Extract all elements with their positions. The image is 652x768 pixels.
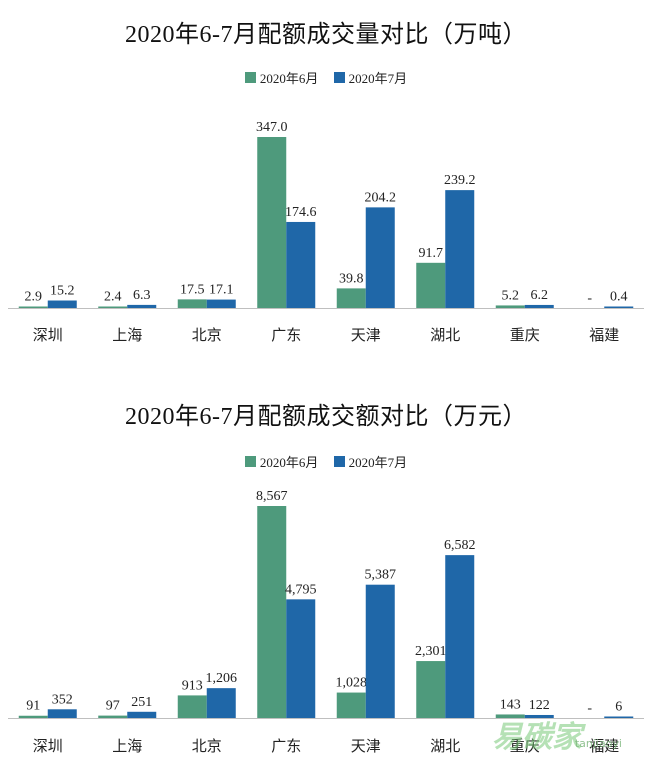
category-label-6: 重庆 [510,327,540,344]
data-label-july-2: 17.1 [209,283,234,298]
category-label-0: 深圳 [33,738,63,755]
data-label-june-2: 913 [182,678,203,693]
data-label-july-2: 1,206 [206,671,238,686]
legend-swatch-july [333,456,345,467]
data-label-july-3: 174.6 [285,205,317,220]
bar-june-0 [18,715,48,718]
data-label-july-0: 15.2 [50,284,75,299]
data-label-june-3: 347.0 [256,120,288,135]
data-label-july-4: 5,387 [365,568,397,583]
legend-label-june: 2020年6月 [259,71,319,86]
bar-july-4 [365,207,395,308]
data-label-july-1: 251 [131,695,152,710]
bar-july-3 [286,221,316,308]
bar-june-2 [177,299,207,308]
category-label-1: 上海 [112,327,142,344]
legend-label-june: 2020年6月 [259,455,319,470]
bar-june-1 [98,715,128,718]
data-label-june-5: 2,301 [415,644,447,659]
bar-july-5 [445,190,475,308]
data-label-june-0: 91 [26,699,40,714]
category-label-3: 广东 [271,327,301,344]
category-label-5: 湖北 [430,738,460,755]
data-label-july-6: 6.2 [531,288,549,303]
category-label-7: 福建 [589,327,619,344]
legend-swatch-july [333,72,345,83]
category-label-1: 上海 [112,738,142,755]
legend-swatch-june [244,456,256,467]
legend-swatch-june [244,72,256,83]
bar-june-4 [336,288,366,308]
bar-july-5 [445,555,475,718]
volume-chart-title: 2020年6-7月配额成交量对比（万吨） [125,22,527,48]
data-label-july-4: 204.2 [365,190,397,205]
bar-july-2 [206,299,236,308]
data-label-june-1: 2.4 [104,290,122,305]
bar-july-0 [47,300,77,308]
data-label-june-4: 39.8 [339,271,364,286]
bar-june-4 [336,692,366,718]
legend-item-june: 2020年6月 [244,68,319,87]
category-label-4: 天津 [351,738,381,755]
bar-july-1 [127,304,157,308]
volume-chart: 2020年6-7月配额成交量对比（万吨） 2020年6月 2020年7月 2.9… [0,0,652,360]
bar-july-2 [206,688,236,718]
category-label-3: 广东 [271,738,301,755]
data-label-june-6: 143 [500,697,521,712]
bar-july-7 [604,306,634,308]
data-label-july-0: 352 [52,692,73,707]
bar-july-6 [524,304,554,308]
data-label-july-5: 239.2 [444,173,476,188]
bar-june-1 [98,306,128,308]
bar-july-4 [365,584,395,718]
data-label-june-7: - [587,701,592,716]
data-label-july-1: 6.3 [133,288,151,303]
data-label-june-3: 8,567 [256,489,288,504]
category-label-7: 福建 [589,738,619,755]
data-label-july-7: 0.4 [610,290,628,305]
data-label-june-5: 91.7 [419,246,444,261]
value-chart-title: 2020年6-7月配额成交额对比（万元） [125,404,527,430]
bar-july-0 [47,709,77,718]
data-label-june-1: 97 [106,699,120,714]
value-chart: 2020年6-7月配额成交额对比（万元） 2020年6月 2020年7月 91 9… [0,384,652,768]
legend-item-july: 2020年7月 [333,68,408,87]
data-label-july-7: 6 [615,700,622,715]
bar-july-7 [604,716,634,718]
legend-item-june: 2020年6月 [244,452,319,471]
bar-june-2 [177,695,207,718]
data-label-july-5: 6,582 [444,538,476,553]
legend-item-july: 2020年7月 [333,452,408,471]
data-label-june-4: 1,028 [336,676,368,691]
data-label-june-7: - [587,291,592,306]
bar-july-1 [127,711,157,718]
bar-june-3 [257,137,287,308]
data-label-june-2: 17.5 [180,282,205,297]
volume-chart-legend: 2020年6月 2020年7月 [0,68,652,87]
category-label-2: 北京 [192,738,222,755]
value-chart-legend: 2020年6月 2020年7月 [0,452,652,471]
data-label-july-3: 4,795 [285,582,317,597]
value-chart-plot: 91 97 913 8,567 1,028 2,301 143 - 352 251 1,206 4,7… [8,489,644,755]
legend-label-july: 2020年7月 [348,71,408,86]
bar-june-6 [495,305,525,308]
legend-label-july: 2020年7月 [348,455,408,470]
category-label-4: 天津 [351,327,381,344]
bar-june-3 [257,506,287,718]
bar-june-5 [416,262,446,308]
bar-july-3 [286,599,316,718]
volume-chart-plot: 2.9 2.4 17.5 347.0 39.8 91.7 5.2 - 15.2 6.3 17.1 17… [8,120,644,344]
bar-july-6 [524,714,554,718]
category-label-0: 深圳 [33,327,63,344]
data-label-july-6: 122 [529,698,550,713]
bar-june-5 [416,661,446,718]
data-label-june-6: 5.2 [502,288,520,303]
category-label-2: 北京 [192,327,222,344]
category-label-5: 湖北 [430,327,460,344]
category-label-6: 重庆 [510,738,540,755]
data-label-june-0: 2.9 [25,290,43,305]
bar-june-6 [495,714,525,718]
bar-june-0 [18,306,48,308]
